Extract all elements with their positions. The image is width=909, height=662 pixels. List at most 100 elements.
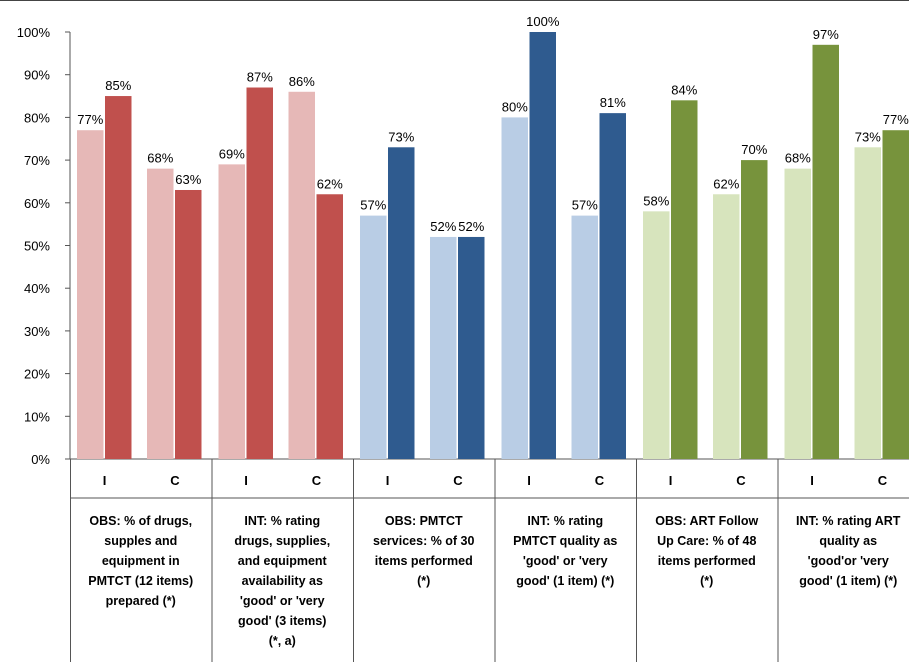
group-label-line: PMTCT (12 items)	[88, 574, 193, 588]
group-label-line: good' (1 item) (*)	[799, 574, 897, 588]
y-tick-label: 0%	[31, 452, 50, 467]
bar	[671, 100, 698, 459]
group-label-line: (*, a)	[269, 634, 296, 648]
x-category-label: I	[810, 473, 814, 488]
group-label-line: OBS: % of drugs,	[89, 514, 192, 528]
group-label-line: supples and	[104, 534, 177, 548]
y-tick-label: 50%	[24, 239, 50, 254]
x-category-label: C	[595, 473, 605, 488]
bar-value-label: 62%	[317, 176, 343, 191]
group-label-line: drugs, supplies,	[234, 534, 330, 548]
bar-value-label: 80%	[502, 99, 528, 114]
bar	[218, 164, 245, 459]
bar-value-label: 58%	[643, 193, 669, 208]
bar	[599, 113, 626, 459]
bar	[175, 189, 202, 460]
bar	[882, 130, 909, 459]
bar-value-label: 69%	[219, 146, 245, 161]
group-label-line: 'good'or 'very	[808, 554, 889, 568]
bar	[643, 211, 670, 459]
bar	[105, 96, 132, 460]
y-tick-label: 10%	[24, 409, 50, 424]
bar-value-label: 52%	[458, 219, 484, 234]
bar-value-label: 77%	[883, 112, 909, 127]
bar	[316, 194, 343, 459]
bar-value-label: 100%	[526, 14, 560, 29]
bar-value-label: 70%	[741, 142, 767, 157]
bar-value-label: 62%	[713, 176, 739, 191]
bar	[388, 147, 415, 460]
bar	[458, 236, 485, 459]
y-tick-label: 30%	[24, 324, 50, 339]
bar-value-label: 77%	[77, 112, 103, 127]
y-tick-label: 100%	[17, 25, 51, 40]
group-label-line: OBS: PMTCT	[385, 514, 463, 528]
x-category-label: C	[312, 473, 322, 488]
bar-value-label: 68%	[147, 151, 173, 166]
group-label-line: good' (3 items)	[238, 614, 326, 628]
x-category-label: I	[527, 473, 531, 488]
group-label-line: prepared (*)	[106, 594, 176, 608]
bar-value-label: 57%	[572, 198, 598, 213]
group-label-line: Up Care: % of 48	[657, 534, 756, 548]
x-category-label: C	[453, 473, 463, 488]
group-label-line: items performed	[375, 554, 473, 568]
y-tick-label: 20%	[24, 367, 50, 382]
group-label-line: and equipment	[238, 554, 328, 568]
x-category-label: I	[669, 473, 673, 488]
bar	[812, 44, 839, 460]
bar-value-label: 52%	[430, 219, 456, 234]
bar	[741, 160, 768, 459]
bar	[784, 168, 811, 459]
group-label-line: PMTCT quality as	[513, 534, 617, 548]
bar-value-label: 63%	[175, 172, 201, 187]
top-border	[0, 0, 909, 1]
bar-value-label: 85%	[105, 78, 131, 93]
bar	[501, 117, 528, 460]
group-label-line: equipment in	[102, 554, 180, 568]
bar-value-label: 86%	[289, 74, 315, 89]
group-label-line: INT: % rating ART	[796, 514, 901, 528]
bar-value-label: 57%	[360, 198, 386, 213]
bar-value-label: 68%	[785, 151, 811, 166]
bar	[360, 215, 387, 459]
group-label-line: services: % of 30	[373, 534, 474, 548]
y-tick-label: 40%	[24, 281, 50, 296]
x-category-label: C	[878, 473, 888, 488]
bar-value-label: 73%	[855, 129, 881, 144]
bar	[288, 91, 315, 459]
group-label-line: items performed	[658, 554, 756, 568]
bar	[430, 236, 457, 459]
y-tick-label: 60%	[24, 196, 50, 211]
group-label-line: quality as	[819, 534, 877, 548]
bar	[854, 147, 881, 460]
y-tick-label: 70%	[24, 153, 50, 168]
bar	[77, 130, 104, 459]
x-category-label: I	[386, 473, 390, 488]
bar-value-label: 84%	[671, 82, 697, 97]
bar	[147, 168, 174, 459]
bar-value-label: 87%	[247, 70, 273, 85]
group-label-line: OBS: ART Follow	[655, 514, 758, 528]
bar-value-label: 97%	[813, 27, 839, 42]
bar	[529, 32, 556, 459]
group-label-line: availability as	[242, 574, 323, 588]
x-category-label: C	[170, 473, 180, 488]
bar	[713, 194, 740, 459]
y-tick-label: 80%	[24, 110, 50, 125]
group-label-line: 'good' or 'very	[240, 594, 325, 608]
bar-value-label: 81%	[600, 95, 626, 110]
y-tick-label: 90%	[24, 68, 50, 83]
group-label-line: (*)	[700, 574, 713, 588]
bar	[246, 87, 273, 459]
group-label-line: INT: % rating	[244, 514, 320, 528]
group-label-line: good' (1 item) (*)	[516, 574, 614, 588]
group-label-line: (*)	[417, 574, 430, 588]
x-category-label: C	[736, 473, 746, 488]
x-category-label: I	[244, 473, 248, 488]
group-label-line: INT: % rating	[527, 514, 603, 528]
group-label-line: 'good' or 'very	[523, 554, 608, 568]
bar	[571, 215, 598, 459]
x-category-label: I	[103, 473, 107, 488]
